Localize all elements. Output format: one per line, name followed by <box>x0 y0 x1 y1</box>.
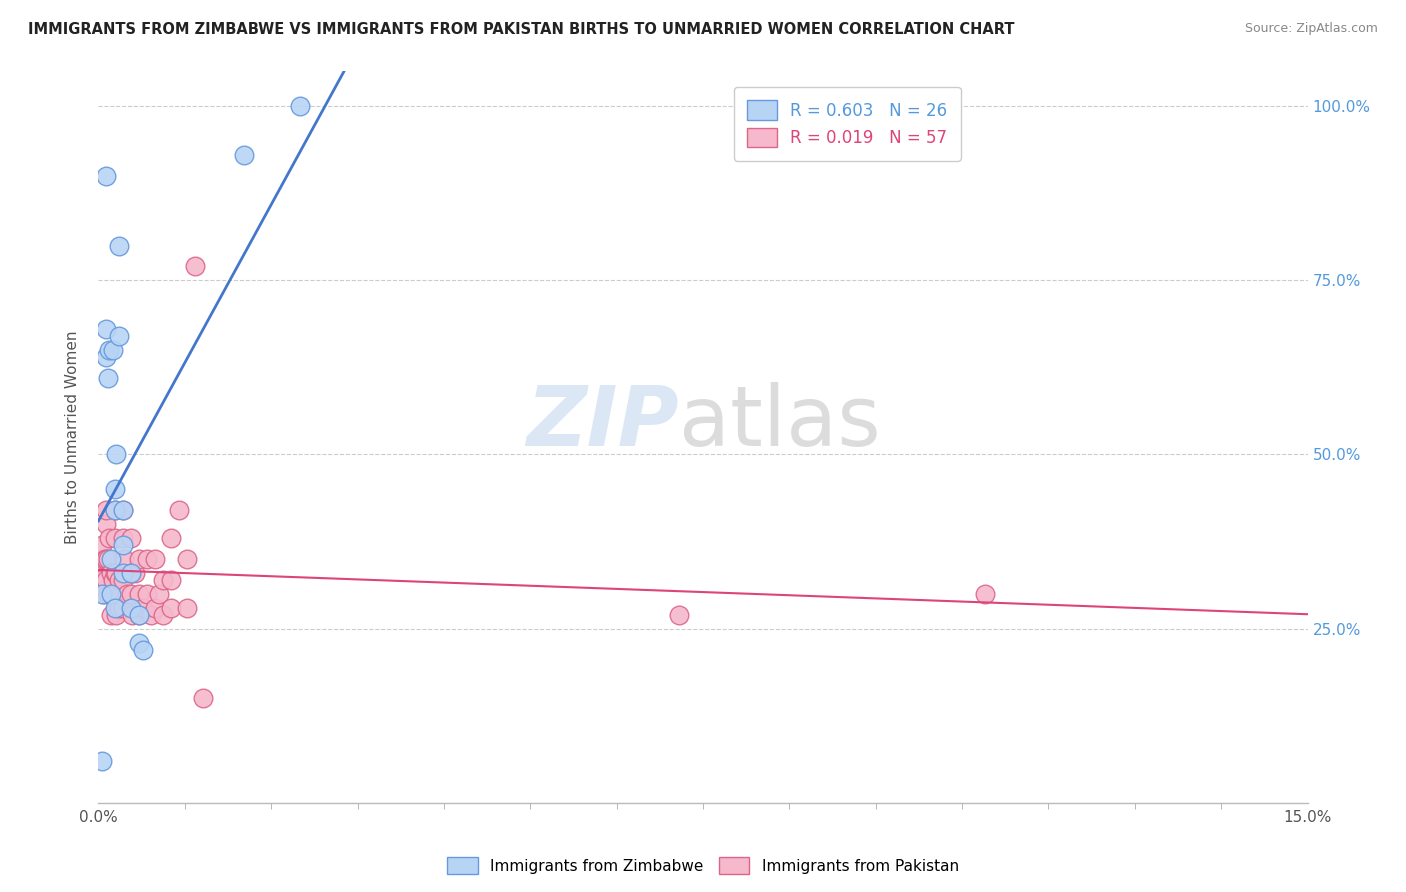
Point <box>103 483 125 497</box>
Point <box>96 573 118 587</box>
Point <box>135 552 157 566</box>
Point <box>96 503 118 517</box>
Point <box>120 566 142 580</box>
Point <box>128 607 150 622</box>
Point <box>111 531 134 545</box>
Legend: R = 0.603   N = 26, R = 0.019   N = 57: R = 0.603 N = 26, R = 0.019 N = 57 <box>734 87 960 161</box>
Point <box>160 573 183 587</box>
Point <box>96 169 118 183</box>
Point <box>111 566 134 580</box>
Point <box>120 531 142 545</box>
Point <box>107 329 129 343</box>
Point <box>105 448 128 462</box>
Point <box>121 607 143 622</box>
Point <box>160 600 183 615</box>
Y-axis label: Births to Unmarried Women: Births to Unmarried Women <box>65 330 80 544</box>
Text: IMMIGRANTS FROM ZIMBABWE VS IMMIGRANTS FROM PAKISTAN BIRTHS TO UNMARRIED WOMEN C: IMMIGRANTS FROM ZIMBABWE VS IMMIGRANTS F… <box>28 22 1015 37</box>
Point <box>232 148 254 162</box>
Point <box>112 552 135 566</box>
Point <box>160 531 183 545</box>
Point <box>120 600 142 615</box>
Point <box>97 371 120 385</box>
Point <box>103 503 125 517</box>
Point <box>103 531 125 545</box>
Point <box>93 587 115 601</box>
Point <box>115 587 138 601</box>
Point <box>96 322 118 336</box>
Point <box>91 587 114 601</box>
Text: ZIP: ZIP <box>526 382 679 463</box>
Point <box>90 573 112 587</box>
Point <box>105 607 128 622</box>
Point <box>139 607 162 622</box>
Point <box>132 642 155 657</box>
Point <box>668 607 690 622</box>
Point <box>107 238 129 252</box>
Point <box>128 635 150 649</box>
Point <box>101 573 124 587</box>
Point <box>152 607 174 622</box>
Point <box>120 566 142 580</box>
Point <box>107 573 129 587</box>
Point <box>97 343 120 357</box>
Point <box>91 538 114 552</box>
Point <box>103 587 125 601</box>
Point <box>97 552 120 566</box>
Point <box>176 552 198 566</box>
Point <box>111 600 134 615</box>
Point <box>132 600 155 615</box>
Point <box>103 566 125 580</box>
Point <box>100 566 122 580</box>
Legend: Immigrants from Zimbabwe, Immigrants from Pakistan: Immigrants from Zimbabwe, Immigrants fro… <box>441 851 965 880</box>
Point <box>143 552 166 566</box>
Point <box>100 607 122 622</box>
Point <box>100 587 122 601</box>
Point <box>120 587 142 601</box>
Point <box>167 503 190 517</box>
Point <box>184 260 207 274</box>
Point <box>105 566 128 580</box>
Point <box>96 552 118 566</box>
Point <box>124 566 146 580</box>
Point <box>143 600 166 615</box>
Point <box>111 503 134 517</box>
Point <box>100 552 122 566</box>
Point <box>91 552 114 566</box>
Point <box>101 343 124 357</box>
Point <box>128 607 150 622</box>
Point <box>94 552 117 566</box>
Point <box>107 600 129 615</box>
Point <box>128 552 150 566</box>
Point <box>111 503 134 517</box>
Point <box>96 350 118 364</box>
Point <box>152 573 174 587</box>
Point <box>111 538 134 552</box>
Point <box>103 503 125 517</box>
Point <box>103 600 125 615</box>
Point <box>135 587 157 601</box>
Point <box>148 587 170 601</box>
Point <box>111 573 134 587</box>
Point <box>97 531 120 545</box>
Point <box>91 754 114 768</box>
Point <box>974 587 997 601</box>
Point <box>193 691 215 706</box>
Point <box>288 99 311 113</box>
Point <box>96 517 118 532</box>
Point <box>97 587 120 601</box>
Text: Source: ZipAtlas.com: Source: ZipAtlas.com <box>1244 22 1378 36</box>
Point <box>176 600 198 615</box>
Text: atlas: atlas <box>679 382 880 463</box>
Point <box>100 587 122 601</box>
Point <box>128 587 150 601</box>
